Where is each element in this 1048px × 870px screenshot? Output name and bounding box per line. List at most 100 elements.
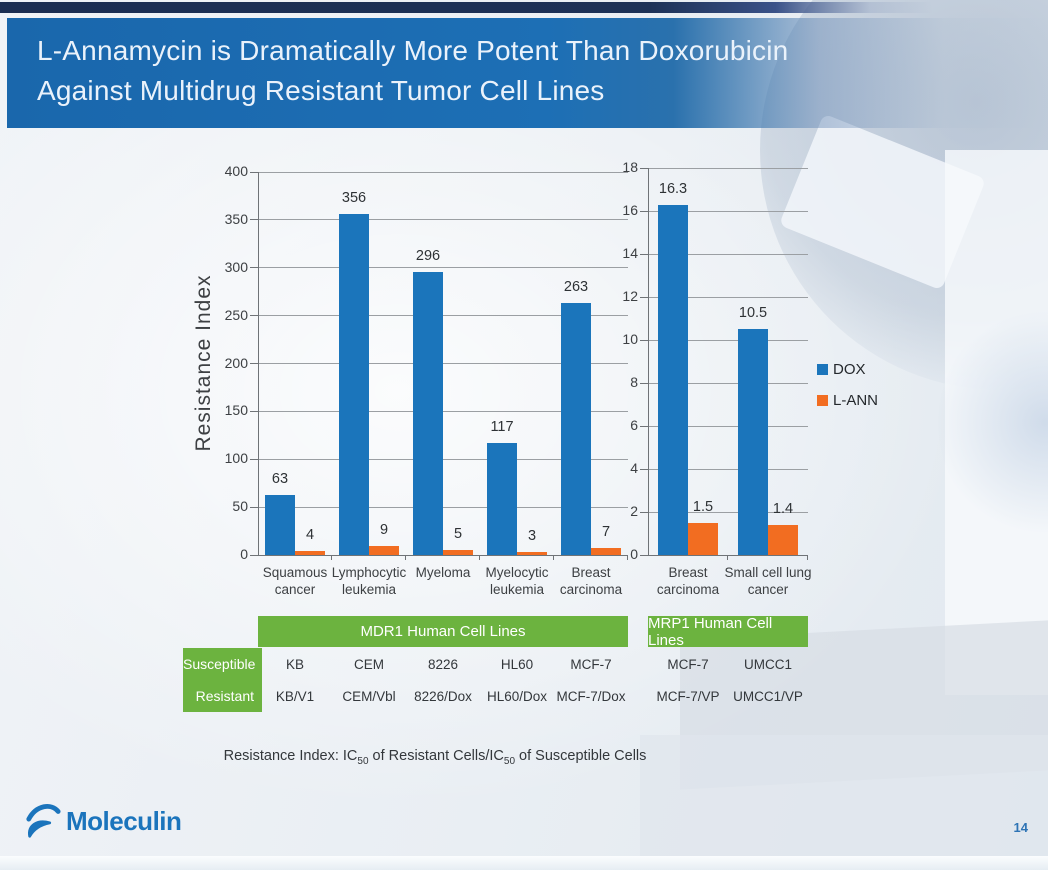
category-label-line: Squamous — [262, 565, 328, 580]
moleculin-logo: Moleculin — [24, 800, 182, 842]
footnote-sub-1: 50 — [357, 755, 369, 767]
y-tick-label: 2 — [630, 503, 638, 519]
bar-value-label: 10.5 — [738, 305, 768, 322]
y-axis-line — [258, 172, 259, 555]
l-ann-bar — [517, 552, 547, 555]
legend: DOX L-ANN — [817, 354, 878, 416]
table-cell: KB — [285, 656, 304, 672]
table-cell: MCF-7/Dox — [556, 688, 626, 704]
dox-bar — [339, 214, 369, 555]
table-cell: UMCC1/VP — [733, 688, 803, 704]
mdr1-bar-chart: 0 50 100 150 200 250 300 350 400 63 356 296 117 263 4 9… — [225, 163, 628, 597]
gridline — [648, 296, 808, 298]
l-ann-bar — [591, 548, 621, 555]
category-label-line: Breast — [571, 565, 611, 580]
bar-value-label: 1.5 — [692, 498, 714, 515]
gridline — [258, 267, 628, 269]
footnote-text-mid: of Resistant Cells/IC — [368, 748, 504, 764]
y-axis-tick — [250, 506, 258, 508]
category-label: Small cell lung cancer — [722, 564, 814, 598]
x-axis-tick — [627, 555, 628, 560]
x-axis-tick — [479, 555, 480, 560]
y-tick-label: 14 — [622, 245, 638, 261]
page-number: 14 — [1013, 820, 1028, 835]
l-ann-bar — [369, 546, 399, 555]
bar-value-label: 3 — [527, 528, 537, 545]
x-axis-tick — [553, 555, 554, 560]
y-axis-tick — [640, 210, 648, 212]
y-tick-label: 10 — [622, 331, 638, 347]
bar-value-label: 356 — [341, 190, 367, 207]
y-axis-tick — [250, 363, 258, 364]
y-axis-tick — [640, 253, 648, 255]
gridline — [648, 425, 808, 427]
bar-value-label: 296 — [415, 247, 441, 264]
legend-label: DOX — [833, 361, 866, 378]
l-ann-bar — [768, 524, 798, 555]
x-axis-tick — [331, 555, 332, 560]
gridline — [258, 171, 628, 173]
legend-swatch — [817, 364, 828, 375]
gridline — [648, 511, 808, 513]
gridline — [648, 167, 808, 169]
gridline — [258, 554, 628, 556]
category-label-line: Myelocytic — [485, 565, 549, 580]
dox-bar — [738, 329, 768, 555]
gridline — [258, 219, 628, 221]
x-axis-tick — [807, 555, 808, 560]
table-cell: CEM/Vbl — [342, 688, 396, 704]
category-label-line: leukemia — [341, 582, 397, 597]
bar-value-label: 4 — [305, 527, 315, 544]
slide-title-line-1: L-Annamycin is Dramatically More Potent … — [37, 35, 789, 66]
dox-bar — [487, 442, 517, 555]
y-tick-label: 18 — [622, 159, 638, 175]
category-label: Breast carcinoma — [548, 564, 634, 598]
title-banner: L-Annamycin is Dramatically More Potent … — [7, 18, 1048, 128]
x-axis-tick — [405, 555, 406, 560]
legend-swatch — [817, 395, 828, 406]
table-cell: 8226/Dox — [414, 688, 472, 704]
category-label-line: Breast — [668, 565, 708, 580]
top-navy-strip — [0, 2, 1048, 13]
gridline — [648, 253, 808, 255]
footnote-sub-2: 50 — [503, 755, 516, 767]
table-cell: KB/V1 — [275, 688, 315, 704]
gridline — [648, 468, 808, 470]
category-label: Myelocytic leukemia — [474, 564, 560, 598]
footnote: Resistance Index: IC50 of Resistant Cell… — [215, 748, 655, 767]
dox-bar — [413, 271, 443, 555]
y-tick-label: 4 — [630, 460, 638, 476]
category-label-line: cancer — [274, 582, 316, 597]
y-axis-tick — [250, 458, 258, 460]
l-ann-bar — [443, 550, 473, 555]
dox-bar — [265, 494, 295, 555]
y-axis-tick — [640, 296, 648, 298]
gridline — [258, 506, 628, 508]
table-group-header-mrp1: MRP1 Human Cell Lines — [648, 615, 808, 649]
bar-value-label: 63 — [271, 470, 289, 487]
y-axis-tick — [250, 267, 258, 269]
footnote-text-end: of Susceptible Cells — [515, 748, 647, 764]
gridline — [648, 382, 808, 384]
y-axis-tick — [640, 167, 648, 169]
bar-value-label: 263 — [563, 279, 589, 296]
category-label-line: leukemia — [489, 582, 545, 597]
category-label-line: Myeloma — [415, 565, 471, 580]
moleculin-logo-text: Moleculin — [66, 805, 182, 836]
l-ann-bar — [688, 522, 718, 555]
bar-value-label: 7 — [601, 524, 611, 541]
y-axis-tick — [250, 219, 258, 221]
y-axis-tick — [640, 554, 648, 556]
y-tick-label: 6 — [630, 417, 638, 433]
footnote-text: Resistance Index: IC — [223, 748, 358, 764]
y-tick-label: 16 — [622, 202, 638, 218]
dox-bar — [561, 303, 591, 555]
y-tick-label: 100 — [224, 450, 248, 467]
mrp1-bar-chart: 0 2 4 6 8 10 12 14 16 18 16.3 10.5 1.5 1.4 Breast carci… — [622, 159, 811, 597]
gridline — [648, 339, 808, 341]
slide-title-line-2: Against Multidrug Resistant Tumor Cell L… — [37, 75, 605, 106]
table-cell: UMCC1 — [743, 656, 792, 672]
table-group-header-mdr1: MDR1 Human Cell Lines — [258, 616, 628, 647]
